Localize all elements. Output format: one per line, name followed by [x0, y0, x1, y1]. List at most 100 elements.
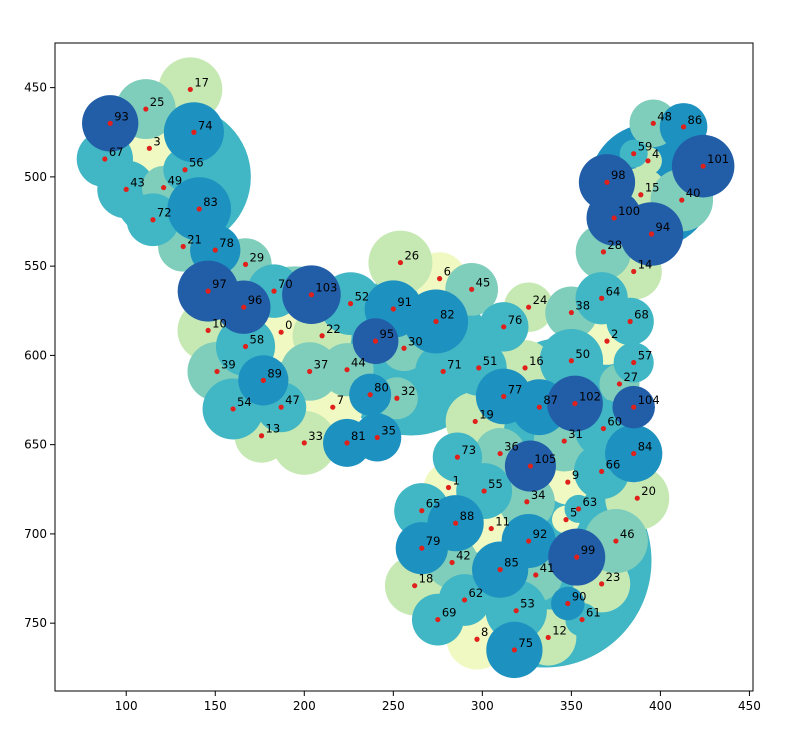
point-label: 39 — [221, 357, 236, 371]
point-label: 88 — [460, 509, 475, 523]
y-tick-label: 750 — [24, 616, 47, 630]
point-label: 33 — [308, 429, 323, 443]
data-point — [631, 268, 637, 275]
plot-frame — [54, 42, 754, 692]
point-label: 86 — [688, 113, 703, 127]
data-point — [645, 158, 651, 164]
data-point — [679, 197, 685, 203]
data-point — [600, 425, 607, 432]
data-point — [574, 554, 580, 560]
data-point — [533, 572, 539, 578]
point-layer — [102, 86, 706, 653]
data-point — [631, 450, 637, 457]
point-label: 8 — [481, 625, 488, 639]
point-label: 101 — [707, 152, 729, 166]
data-point — [648, 231, 655, 237]
point-label: 100 — [618, 204, 640, 218]
data-point — [412, 583, 418, 589]
data-point — [536, 404, 542, 410]
point-label: 19 — [479, 407, 494, 421]
point-label: 63 — [583, 495, 598, 509]
data-point — [212, 247, 218, 253]
point-label: 29 — [250, 250, 265, 264]
point-label: 53 — [520, 597, 535, 611]
data-point — [180, 243, 186, 250]
data-point — [143, 106, 149, 112]
data-point — [600, 249, 607, 255]
data-point — [242, 261, 249, 267]
point-label: 59 — [638, 140, 653, 154]
point-label: 25 — [150, 95, 165, 109]
data-point — [568, 358, 574, 364]
data-point — [319, 333, 325, 339]
x-tick-label: 150 — [204, 699, 227, 713]
y-tick-label: 600 — [24, 348, 47, 362]
point-label: 32 — [401, 384, 416, 398]
data-point — [146, 145, 152, 151]
data-point — [278, 329, 284, 335]
data-point — [575, 506, 582, 512]
data-point — [205, 288, 211, 294]
point-label: 16 — [529, 354, 544, 368]
data-point — [301, 440, 307, 446]
point-label: 41 — [540, 561, 555, 575]
point-label: 68 — [634, 307, 649, 321]
data-point — [258, 433, 265, 439]
y-tick-label: 550 — [24, 259, 47, 273]
point-label: 98 — [611, 168, 626, 182]
data-point — [435, 616, 441, 623]
data-point — [568, 309, 574, 316]
point-label: 2 — [611, 327, 618, 341]
data-point — [561, 438, 567, 444]
point-label: 99 — [581, 543, 596, 557]
point-label: 13 — [266, 422, 281, 436]
point-label: 37 — [314, 357, 329, 371]
data-point — [397, 259, 404, 266]
point-label: 75 — [518, 636, 533, 650]
point-label: 55 — [488, 477, 503, 491]
data-point — [476, 365, 482, 371]
data-point — [461, 597, 468, 603]
y-tick-label: 650 — [24, 438, 47, 452]
point-label: 27 — [623, 370, 638, 384]
data-point — [565, 479, 571, 485]
point-label: 23 — [606, 570, 621, 584]
data-point — [631, 404, 637, 410]
data-point — [599, 468, 605, 475]
data-point — [440, 368, 446, 375]
data-point — [527, 463, 534, 469]
data-point — [501, 393, 507, 400]
data-point — [631, 359, 637, 366]
data-point — [545, 634, 551, 641]
data-point — [453, 520, 459, 526]
x-tick-label: 300 — [471, 699, 494, 713]
point-label: 31 — [568, 427, 583, 441]
data-point — [650, 120, 656, 126]
data-point — [526, 538, 532, 544]
data-point — [604, 338, 610, 344]
point-label: 26 — [404, 249, 419, 263]
point-label: 90 — [572, 590, 587, 604]
point-label: 46 — [620, 527, 635, 541]
point-label: 18 — [419, 572, 434, 586]
point-label: 9 — [572, 468, 579, 482]
x-tick-label: 250 — [382, 699, 405, 713]
point-label: 40 — [686, 186, 701, 200]
data-point — [680, 124, 687, 130]
point-label: 78 — [219, 236, 234, 250]
point-label: 71 — [447, 357, 462, 371]
point-label: 58 — [250, 332, 265, 346]
point-label: 12 — [552, 623, 567, 637]
data-point — [205, 327, 211, 334]
point-label: 103 — [315, 281, 337, 295]
point-label: 3 — [153, 134, 160, 148]
point-label: 7 — [337, 393, 344, 407]
data-point — [347, 301, 354, 307]
point-label-layer: 0123456789101112131415161718192021222324… — [109, 75, 729, 650]
data-point — [563, 517, 569, 523]
point-label: 47 — [285, 393, 300, 407]
point-label: 45 — [476, 275, 491, 289]
data-point — [390, 306, 396, 312]
data-point — [344, 367, 350, 373]
